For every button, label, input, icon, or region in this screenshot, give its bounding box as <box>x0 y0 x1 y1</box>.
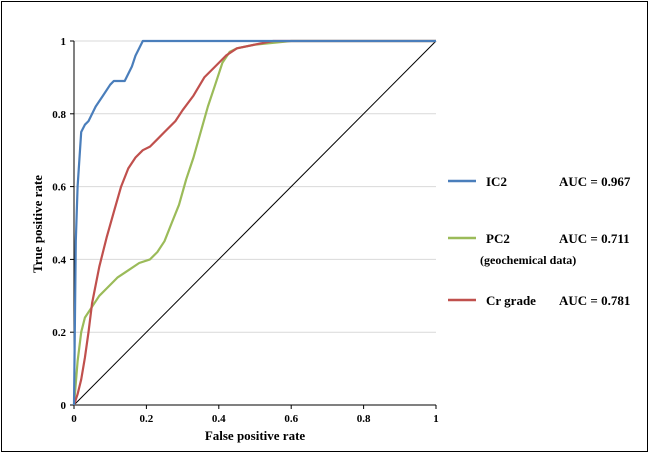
y-tick-label-1: 0.2 <box>52 327 66 339</box>
x-tick-label-1: 0.2 <box>140 413 154 425</box>
legend-label-cr-grade: Cr grade <box>486 293 536 308</box>
y-axis-title: True positive rate <box>30 175 45 273</box>
series-line-ic2 <box>72 39 436 406</box>
x-axis-title: False positive rate <box>205 428 306 443</box>
legend-auc-pc2: AUC = 0.711 <box>559 231 630 246</box>
y-tick-label-5: 1 <box>61 36 67 48</box>
legend-label-pc2: PC2 <box>486 231 510 246</box>
y-tick-label-3: 0.6 <box>52 182 66 194</box>
series-lines <box>72 39 437 406</box>
tick-labels: 0 0.2 0.4 0.6 0.8 1 0 0.2 0.4 0.6 0.8 1 <box>52 36 439 425</box>
x-tick-label-2: 0.4 <box>212 413 226 425</box>
legend-auc-ic2: AUC = 0.967 <box>559 174 631 189</box>
y-tick-label-0: 0 <box>61 400 67 412</box>
gridlines <box>74 40 436 333</box>
legend-label-ic2: IC2 <box>486 174 507 189</box>
legend-sublabel-pc2: (geochemical data) <box>480 253 576 267</box>
x-tick-label-3: 0.6 <box>284 413 298 425</box>
series-line-cr-grade <box>72 39 436 406</box>
x-tick-label-0: 0 <box>71 413 77 425</box>
reference-diagonal-line <box>73 40 437 406</box>
x-tick-label-5: 1 <box>433 413 439 425</box>
legend: IC2 AUC = 0.967 PC2 AUC = 0.711 (geochemical… <box>448 174 631 308</box>
x-tick-label-4: 0.8 <box>357 413 371 425</box>
roc-chart: 0 0.2 0.4 0.6 0.8 1 0 0.2 0.4 0.6 0.8 1 False posit… <box>30 36 631 443</box>
y-tick-label-4: 0.8 <box>52 109 66 121</box>
legend-auc-cr-grade: AUC = 0.781 <box>559 293 630 308</box>
y-tick-label-2: 0.4 <box>52 254 66 266</box>
